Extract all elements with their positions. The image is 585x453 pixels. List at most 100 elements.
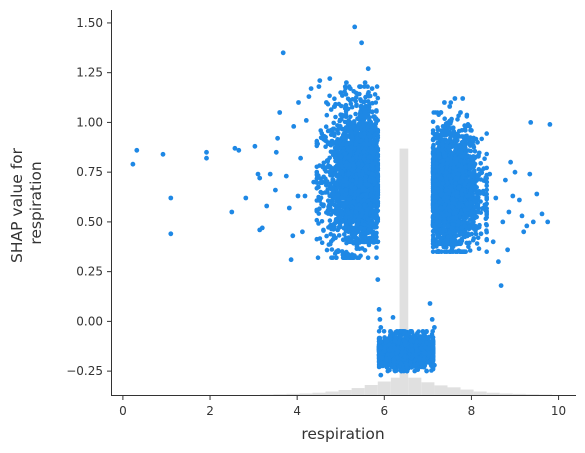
- data-point-322: [353, 111, 358, 117]
- data-point-1386: [333, 219, 339, 224]
- data-point-1249: [354, 255, 360, 260]
- data-point-2283: [367, 227, 372, 233]
- data-point-2259: [358, 138, 363, 144]
- data-point-4336: [443, 176, 449, 182]
- data-point-1366: [337, 126, 343, 131]
- data-point-4351: [439, 166, 445, 172]
- data-point-4203: [443, 121, 449, 126]
- histogram-bar-8: [364, 384, 378, 395]
- data-point-2226: [356, 161, 361, 166]
- data-point-4241: [442, 116, 448, 121]
- data-point-2201: [375, 171, 381, 176]
- data-point-3582: [467, 204, 473, 210]
- data-point-4368: [446, 146, 452, 151]
- data-point-2233: [369, 163, 375, 168]
- data-point-4385: [454, 193, 460, 199]
- histogram-bar-14: [434, 385, 448, 395]
- data-point-2136: [349, 134, 355, 140]
- data-point-3571: [459, 154, 465, 159]
- data-point-1275: [314, 198, 320, 203]
- histogram-bar-5: [325, 391, 339, 395]
- data-point-3159: [464, 112, 470, 118]
- data-point-2150: [354, 180, 359, 185]
- data-point-1006: [339, 117, 344, 122]
- histogram-layer: [260, 148, 553, 395]
- data-point-2581: [474, 241, 480, 246]
- data-point-2269: [356, 171, 362, 177]
- data-point-1267: [365, 255, 371, 260]
- data-point-3312: [484, 229, 490, 235]
- data-point-872: [318, 128, 324, 133]
- data-point-4305: [430, 241, 436, 247]
- data-point-4342: [434, 194, 439, 199]
- data-point-1031: [323, 124, 329, 129]
- data-point-1973: [343, 228, 349, 234]
- data-point-4068: [462, 145, 467, 150]
- data-point-598: [318, 189, 324, 195]
- data-point-2232: [351, 165, 357, 171]
- histogram-bar-11: [399, 148, 409, 395]
- data-point-2087: [369, 109, 375, 115]
- data-point-3507: [461, 134, 467, 139]
- data-point-4389: [442, 153, 448, 159]
- data-point-4316: [436, 153, 442, 159]
- data-point-1084: [337, 202, 342, 207]
- data-point-2049: [343, 163, 349, 168]
- data-point-4211: [454, 159, 459, 165]
- data-point-1241: [335, 209, 340, 215]
- data-point-4258: [453, 148, 458, 154]
- data-point-4382: [453, 168, 459, 173]
- data-point-3400: [467, 240, 472, 246]
- data-point-2271: [363, 182, 369, 187]
- histogram-bar-2: [286, 393, 300, 395]
- data-point-3378: [448, 249, 454, 254]
- data-point-2228: [362, 131, 367, 136]
- data-point-4080: [445, 139, 450, 145]
- data-point-3432: [468, 209, 474, 215]
- data-point-4373: [430, 222, 436, 228]
- data-point-2167: [358, 225, 364, 231]
- data-point-2106: [355, 116, 360, 121]
- histogram-bar-7: [351, 388, 365, 395]
- data-point-3478: [470, 178, 476, 184]
- histogram-bar-3: [299, 393, 313, 395]
- histogram-bar-15: [447, 387, 461, 395]
- data-point-2217: [375, 199, 381, 205]
- data-point-2178: [352, 186, 358, 191]
- data-point-2254: [348, 121, 354, 126]
- data-point-2265: [368, 134, 373, 140]
- data-point-1379: [336, 163, 341, 168]
- data-point-1432: [348, 128, 354, 134]
- histogram-bar-17: [473, 391, 487, 395]
- data-point-2932: [473, 231, 479, 237]
- data-point-42: [323, 183, 329, 188]
- data-point-1497: [344, 176, 349, 182]
- data-point-1526: [372, 92, 378, 97]
- data-point-497: [324, 247, 330, 253]
- data-point-1556: [343, 187, 349, 193]
- data-point-1324: [333, 145, 338, 151]
- data-point-674: [348, 114, 353, 120]
- data-point-1861: [375, 135, 381, 141]
- data-point-4200: [453, 139, 459, 145]
- data-point-2255: [362, 176, 368, 182]
- data-point-754: [358, 98, 364, 104]
- data-point-3863: [457, 230, 463, 235]
- data-point-2299: [347, 148, 353, 154]
- data-point-4326: [449, 179, 454, 184]
- data-point-4350: [451, 210, 457, 216]
- data-point-3314: [477, 222, 482, 228]
- data-point-559: [325, 128, 331, 134]
- data-point-3548: [471, 164, 476, 170]
- data-point-1749: [346, 154, 352, 160]
- data-point-1396: [334, 181, 340, 187]
- data-point-2229: [362, 222, 367, 227]
- data-point-3558: [484, 208, 490, 214]
- data-point-776: [330, 126, 336, 132]
- data-point-3534: [476, 153, 481, 158]
- data-point-2138: [356, 188, 362, 194]
- data-point-4345: [430, 157, 436, 163]
- data-point-2216: [346, 211, 352, 216]
- data-point-444: [315, 255, 321, 260]
- data-point-1303: [337, 150, 343, 155]
